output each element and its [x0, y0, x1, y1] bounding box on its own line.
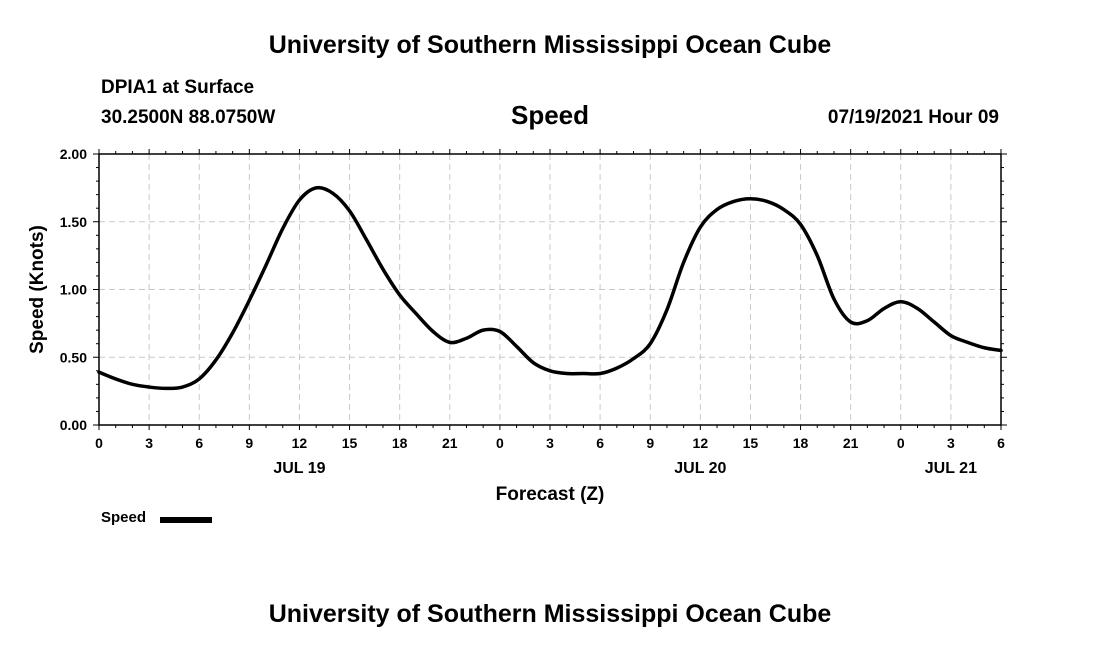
y-tick-label: 0.00 [60, 417, 87, 433]
x-axis-label: Forecast (Z) [496, 484, 605, 505]
x-tick-label: 15 [743, 435, 759, 451]
x-tick-label: 0 [496, 435, 504, 451]
y-tick-label: 0.50 [60, 349, 87, 365]
x-tick-label: 6 [596, 435, 604, 451]
chart-title: Speed [510, 100, 590, 130]
x-tick-label: 12 [693, 435, 709, 451]
x-tick-labels: 0 3 6 9 12 15 18 21 0 3 6 9 12 15 18 21 0 3 6 [95, 435, 1005, 451]
x-tick-label: 21 [442, 435, 458, 451]
x-tick-label: 3 [947, 435, 955, 451]
legend-line-swatch [160, 517, 212, 523]
x-tick-label: 0 [897, 435, 905, 451]
x-tick-label: 18 [793, 435, 809, 451]
y-tick-label: 2.00 [60, 146, 87, 162]
x-tick-label: 9 [245, 435, 253, 451]
y-tick-label: 1.00 [60, 282, 87, 298]
x-tick-label: 9 [646, 435, 654, 451]
x-tick-label: 3 [145, 435, 153, 451]
speed-series-line [97, 185, 1003, 391]
x-tick-label: 3 [546, 435, 554, 451]
footer-title: University of Southern Mississippi Ocean… [268, 600, 832, 628]
legend-label: Speed [101, 509, 147, 526]
date-label: JUL 21 [925, 460, 977, 477]
grid-lines [99, 154, 1001, 425]
x-tick-label: 6 [997, 435, 1005, 451]
x-tick-label: 0 [95, 435, 103, 451]
y-tick-label: 1.50 [60, 214, 87, 230]
date-label: JUL 20 [674, 460, 726, 477]
station-label: DPIA1 at Surface [101, 77, 255, 98]
x-tick-label: 12 [292, 435, 308, 451]
plot-frame [98, 153, 1002, 426]
date-label: JUL 19 [273, 460, 325, 477]
forecast-datetime: 07/19/2021 Hour 09 [827, 107, 999, 128]
y-axis-label: Speed (Knots) [27, 225, 48, 354]
x-tick-label: 18 [392, 435, 408, 451]
x-tick-label: 21 [843, 435, 859, 451]
coordinates-label: 30.2500N 88.0750W [101, 107, 276, 128]
x-tick-label: 15 [342, 435, 358, 451]
x-tick-label: 6 [195, 435, 203, 451]
y-tick-labels: 0.00 0.50 1.00 1.50 2.00 [60, 146, 87, 433]
date-labels: JUL 19 JUL 20 JUL 21 [273, 460, 977, 477]
page-title: University of Southern Mississippi Ocean… [268, 31, 832, 59]
